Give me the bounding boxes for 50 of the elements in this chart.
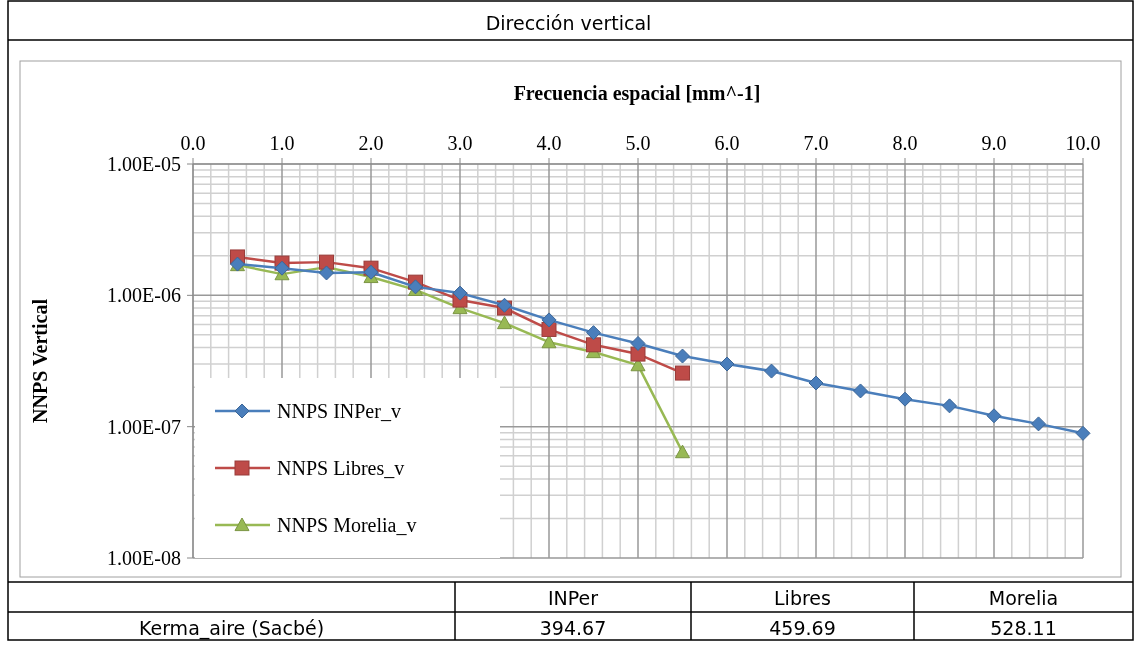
text: Libres <box>774 587 831 609</box>
point <box>808 375 824 391</box>
x-tick-label: 7.0 <box>803 132 829 154</box>
point <box>363 264 379 280</box>
y-tick-label: 1.00E-08 <box>107 547 181 569</box>
point <box>764 363 779 379</box>
point <box>1031 416 1046 432</box>
point <box>586 325 601 341</box>
point <box>452 285 468 301</box>
point <box>319 265 334 281</box>
y-tick-label: 1.00E-07 <box>107 415 181 438</box>
point <box>675 365 690 381</box>
point <box>319 254 334 270</box>
text: INPer <box>547 587 599 609</box>
x-tick-label: 2.0 <box>358 132 384 154</box>
point <box>630 335 646 351</box>
point <box>986 408 1002 424</box>
text: 459.69 <box>769 617 836 639</box>
chart-title: Dirección vertical <box>485 12 652 34</box>
point <box>942 398 957 414</box>
x-tick-label: 4.0 <box>536 132 562 154</box>
x-tick-label: 5.0 <box>625 132 651 154</box>
point <box>1075 425 1091 441</box>
text: 528.11 <box>990 617 1057 639</box>
text: Kerma_aire (Sacbé) <box>138 617 325 640</box>
point <box>497 315 512 330</box>
x-tick-label: 9.0 <box>981 132 1007 154</box>
text: Morelia <box>988 587 1059 609</box>
point <box>675 348 690 364</box>
point <box>853 383 868 399</box>
text: 394.67 <box>539 617 607 639</box>
x-tick-label: 10.0 <box>1065 132 1101 154</box>
point <box>719 356 735 372</box>
point <box>541 312 557 328</box>
legend-label: NNPS Libres_v <box>277 457 405 479</box>
x-axis-title: Frecuencia espacial [mm^-1] <box>513 82 761 105</box>
y-tick-label: 1.00E-06 <box>107 284 181 307</box>
point <box>897 391 913 407</box>
x-tick-label: 1.0 <box>269 132 295 154</box>
y-axis-title: NNPS Vertical <box>29 298 51 423</box>
point <box>274 260 290 276</box>
x-tick-label: 0.0 <box>180 132 206 154</box>
x-tick-label: 6.0 <box>714 132 740 154</box>
legend-label: NNPS Morelia_v <box>277 514 417 536</box>
x-tick-label: 3.0 <box>447 132 473 154</box>
legend-label: NNPS INPer_v <box>277 400 401 422</box>
point <box>586 337 601 353</box>
point <box>675 444 690 459</box>
x-tick-label: 8.0 <box>892 132 918 154</box>
y-tick-label: 1.00E-05 <box>107 153 181 175</box>
